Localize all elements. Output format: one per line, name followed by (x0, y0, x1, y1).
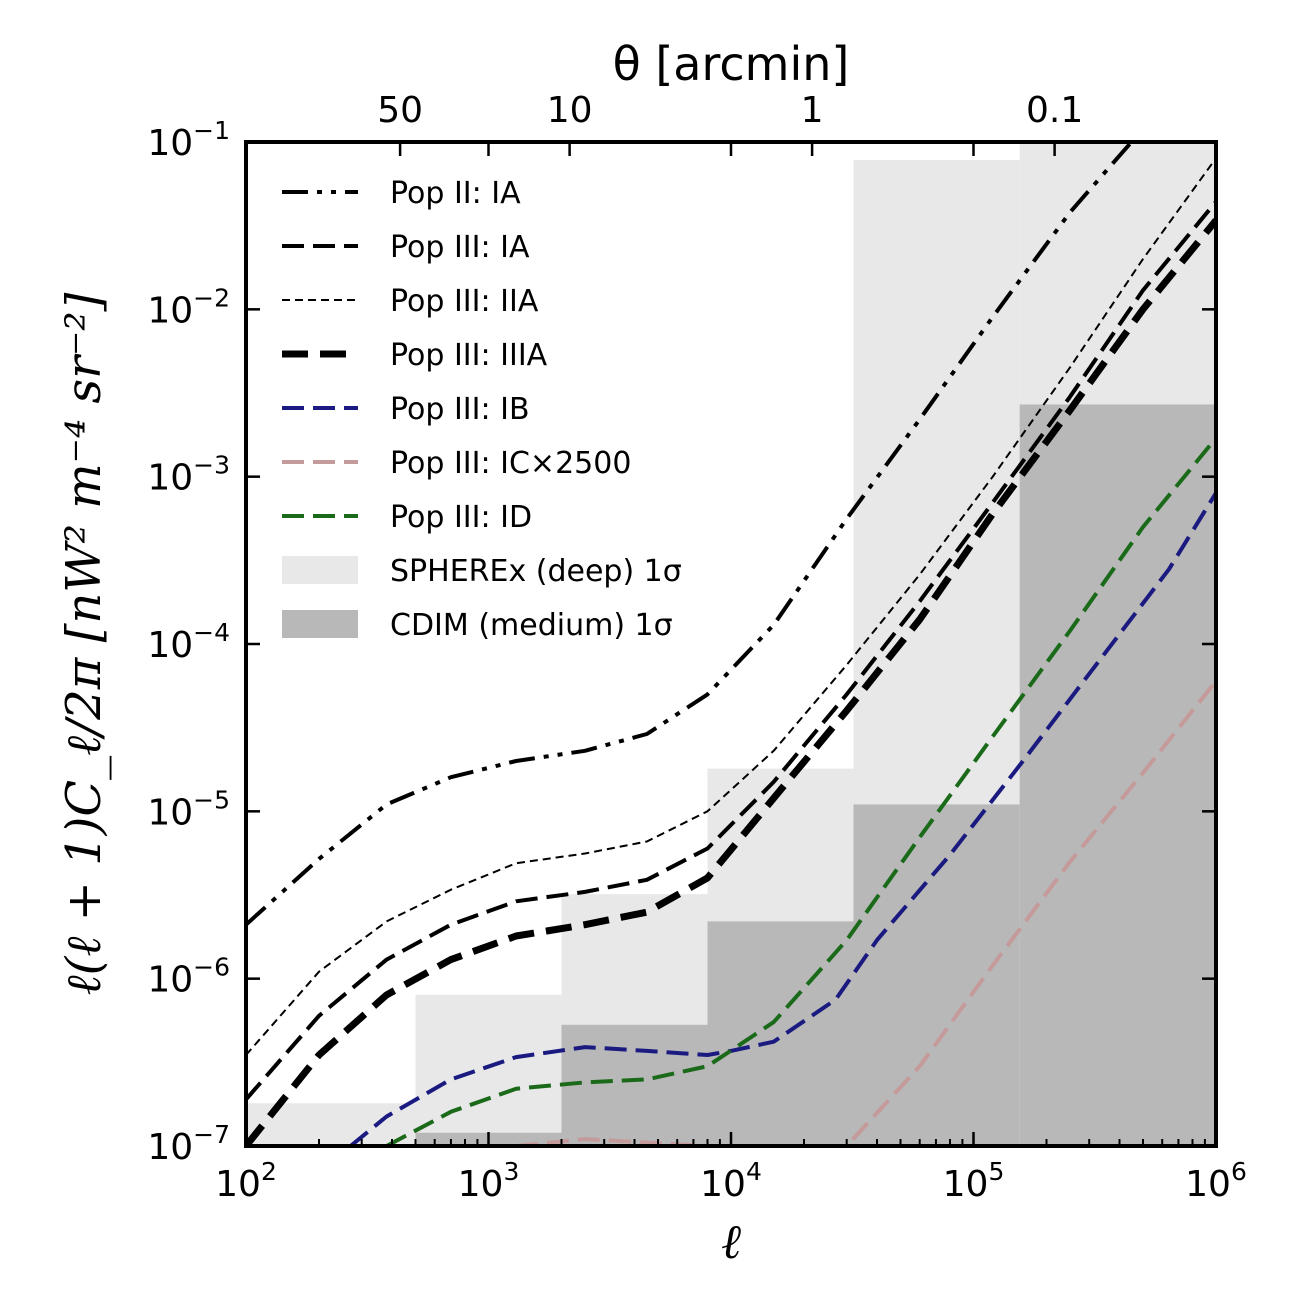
legend-label-pop-iii-ia: Pop III: IA (390, 230, 530, 265)
series-line-pop-iii-iia (246, 157, 1216, 1056)
legend: Pop II: IA Pop III: IA Pop III: IIA Pop III… (282, 176, 682, 643)
legend-label-pop-ii-ia: Pop II: IA (390, 176, 521, 211)
top-tick-label: 0.1 (1026, 90, 1083, 131)
band-bin-cdim-medium-1 (853, 804, 1020, 1146)
ticks-layer (244, 140, 1218, 1148)
legend-label-pop-iii-ic-2500: Pop III: IC×2500 (390, 446, 631, 481)
legend-label-pop-iii-iia: Pop III: IIA (390, 284, 539, 319)
series-line-pop-iii-id (385, 436, 1216, 1146)
series-line-pop-iii-ib (349, 491, 1216, 1146)
legend-label-pop-iii-iiia: Pop III: IIIA (390, 338, 548, 373)
top-tick-label: 10 (547, 90, 593, 131)
top-tick-label: 50 (377, 90, 423, 131)
x-tick-label: 105 (943, 1157, 1005, 1205)
band-bin-spherex-deep-1 (415, 994, 562, 1146)
x-tick-label: 103 (458, 1157, 520, 1205)
legend-swatch-spherex-deep-1 (282, 556, 358, 584)
labels-layer: 102 103 104 105 106 10−7 10−6 10−5 10−4 10−3 10−2 1… (147, 90, 1247, 1205)
y-tick-label: 10−3 (147, 451, 230, 499)
legend-label-pop-iii-ib: Pop III: IB (390, 392, 530, 427)
legend-label-pop-iii-id: Pop III: ID (390, 500, 532, 535)
y-tick-label: 10−4 (147, 618, 230, 666)
legend-label-cdim-medium-1: CDIM (medium) 1σ (390, 608, 673, 643)
legend-swatch-cdim-medium-1 (282, 610, 358, 638)
y-tick-label: 10−1 (147, 116, 230, 164)
band-bin-cdim-medium-1 (561, 1024, 708, 1146)
bands-layer (246, 142, 1216, 1146)
y-tick-label: 10−2 (147, 283, 230, 331)
y-tick-label: 10−7 (147, 1120, 230, 1168)
y-tick-label: 10−6 (147, 953, 230, 1001)
x-tick-label: 106 (1185, 1157, 1247, 1205)
x-tick-label: 102 (215, 1157, 277, 1205)
legend-label-spherex-deep-1: SPHEREx (deep) 1σ (390, 554, 682, 589)
series-line-pop-iii-iiia (246, 218, 1216, 1146)
x-tick-label: 104 (700, 1157, 762, 1205)
top-tick-label: 1 (801, 90, 824, 131)
series-line-pop-ii-ia (246, 142, 1135, 927)
x-axis-title: ℓ (721, 1214, 741, 1270)
y-axis-title: ℓ(ℓ + 1)C_ℓ/2π [nW² m⁻⁴ sr⁻²] (56, 292, 112, 995)
band-bin-cdim-medium-1 (1019, 404, 1216, 1146)
series-layer (246, 142, 1216, 1146)
series-line-pop-iii-ia (246, 200, 1216, 1101)
y-tick-label: 10−5 (147, 785, 230, 833)
series-line-pop-iii-ic-2500 (515, 679, 1216, 1146)
top-axis-title: θ [arcmin] (613, 37, 850, 91)
